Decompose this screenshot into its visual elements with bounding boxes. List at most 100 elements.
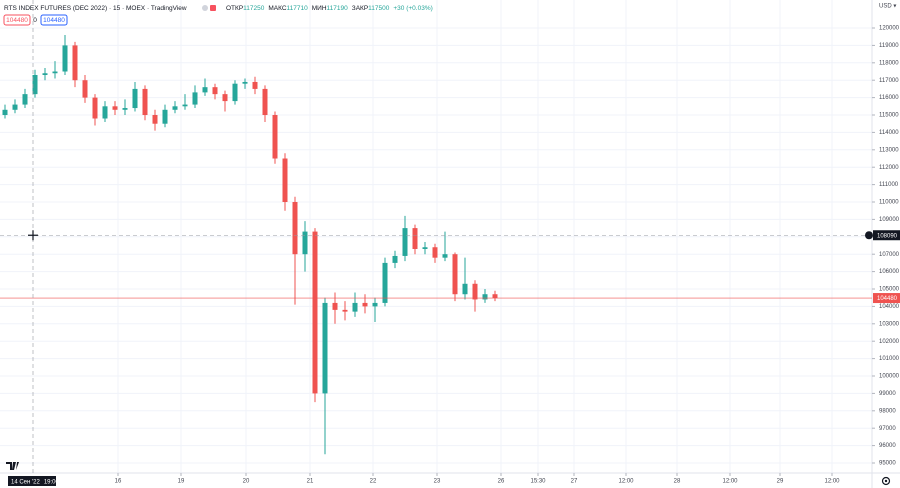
interval: 15: [113, 5, 121, 12]
y-tick-label: 119000: [879, 43, 899, 49]
y-tick-label: 118000: [879, 60, 899, 66]
crosshair-time: 19:00: [44, 479, 60, 485]
candle-body: [292, 202, 298, 255]
candle-body: [332, 302, 338, 310]
currency-selector[interactable]: USD ▾: [879, 4, 896, 10]
candle-body: [362, 302, 368, 307]
candle-body: [352, 302, 358, 312]
candle-body: [182, 104, 188, 107]
y-tick-label: 98000: [879, 408, 896, 414]
candle-body: [212, 87, 218, 95]
y-tick-label: 102000: [879, 339, 900, 345]
candle-body: [92, 97, 98, 119]
candle-body: [252, 81, 258, 89]
candle-body: [132, 88, 138, 109]
crosshair-time-tag: [8, 476, 56, 486]
x-tick-label: 22: [370, 479, 377, 485]
add-alert-button[interactable]: [865, 231, 873, 240]
candle-body: [382, 262, 388, 303]
candle-body: [342, 309, 348, 312]
y-tick-label: 107000: [879, 252, 900, 258]
crosshair-date: 14 Сен '22: [11, 479, 40, 485]
last-price-label: 104480: [877, 296, 898, 302]
candle-body: [442, 254, 448, 258]
ask-box[interactable]: [40, 14, 68, 26]
status-dot: [202, 5, 208, 11]
y-tick-label: 110000: [879, 200, 899, 206]
market-closed-icon: [210, 5, 216, 11]
ohlc-value: 117190: [327, 5, 349, 12]
bid[interactable]: 104480: [6, 17, 28, 24]
ohlc-label: МИН: [312, 5, 327, 12]
candle-body: [22, 94, 28, 105]
ohlc-label: МАКС: [268, 5, 286, 12]
candle-body: [172, 106, 178, 110]
ask[interactable]: 104480: [43, 17, 65, 24]
x-tick-label: 26: [498, 479, 505, 485]
candle-body: [42, 73, 48, 75]
candle-body: [192, 92, 198, 105]
candle-body: [222, 94, 228, 102]
y-tick-label: 103000: [879, 321, 900, 327]
y-tick-label: 109000: [879, 217, 900, 223]
candle-body: [482, 294, 488, 300]
candle-body: [82, 80, 88, 98]
x-tick-label: 20: [243, 479, 250, 485]
candle-body: [122, 108, 128, 110]
x-tick-label: 27: [571, 479, 578, 485]
candle-body: [412, 228, 418, 249]
y-tick-label: 106000: [879, 269, 900, 275]
ohlc-label: ОТКР: [226, 5, 243, 12]
y-tick-label: 97000: [879, 426, 896, 432]
spread: 0: [33, 17, 37, 24]
candle-body: [452, 254, 458, 295]
candle-body: [32, 74, 38, 95]
grid: [0, 0, 872, 473]
candle-body: [102, 106, 108, 119]
exchange: MOEX: [126, 5, 146, 12]
x-tick-label: 12:00: [824, 479, 840, 485]
legend-header: RTS INDEX FUTURES (DEC 2022) · 15 · MOEX…: [4, 5, 187, 12]
brand: TradingView: [151, 5, 187, 12]
candle-body: [202, 87, 208, 93]
y-tick-label: 116000: [879, 95, 899, 101]
candle-body: [2, 109, 8, 116]
candle-body: [12, 104, 18, 110]
candle-body: [62, 45, 68, 72]
ohlc-label: ЗАКР: [352, 5, 368, 12]
bid-box[interactable]: [3, 14, 31, 26]
y-tick-label: 117000: [879, 78, 899, 84]
candle-body: [302, 231, 308, 255]
candle-body: [312, 231, 318, 394]
candle-body: [72, 45, 78, 81]
y-tick-label: 100000: [879, 374, 900, 380]
sep: ·: [120, 5, 126, 12]
sep: ·: [107, 5, 113, 12]
y-tick-label: 101000: [879, 356, 900, 362]
ohlc-values: ОТКР117250 МАКС117710 МИН117190 ЗАКР117500 +…: [226, 5, 433, 12]
y-tick-label: 99000: [879, 391, 896, 397]
candle-body: [152, 115, 158, 124]
settings-button[interactable]: [881, 476, 891, 486]
candle-body: [462, 283, 468, 295]
crosshair-time-label: 14 Сен '22 19:00: [11, 479, 59, 485]
sep: ·: [145, 5, 151, 12]
last-price-tag: [873, 293, 900, 304]
y-tick-label: 105000: [879, 287, 900, 293]
ohlc-value: 117250: [243, 5, 265, 12]
x-tick-label: 28: [674, 479, 681, 485]
candle-body: [262, 88, 268, 116]
x-tick-label: 23: [434, 479, 441, 485]
ohlc-value: 117500: [368, 5, 390, 12]
ohlc-value: 117710: [287, 5, 309, 12]
x-tick-label: 12:00: [618, 479, 634, 485]
change: +30 (+0.03%): [393, 5, 432, 12]
x-tick-label: 21: [307, 479, 314, 485]
crosshair-price-label: 108090: [877, 233, 898, 239]
y-tick-label: 114000: [879, 130, 899, 136]
candle-body: [422, 247, 428, 249]
candle-body: [322, 302, 328, 394]
y-tick-label: 111000: [879, 182, 899, 188]
x-tick-label: 29: [777, 479, 784, 485]
